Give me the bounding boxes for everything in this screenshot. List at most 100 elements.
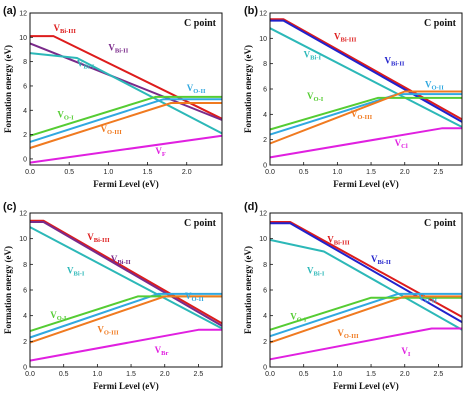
y-tick-label: 12 (259, 11, 267, 18)
series-label-VO-II: VO-II (418, 292, 437, 304)
series-label-VBi-III: VBi-III (334, 32, 357, 44)
series-line-VO-III (269, 90, 462, 145)
series-label-VBi-II: VBi-II (108, 43, 128, 55)
series-line-VF (29, 134, 223, 164)
y-tick-label: 8 (23, 59, 27, 66)
series-label-VBi-III: VBi-III (87, 232, 110, 244)
plot-frame (29, 12, 223, 166)
series-label-VBr: VBr (155, 345, 169, 357)
series-line-VBi-I (269, 27, 463, 128)
y-tick-label: 8 (263, 262, 267, 269)
series-line-VO-I (269, 296, 462, 331)
point-label: C point (184, 18, 217, 29)
y-axis-label: Formation energy (eV) (243, 246, 253, 334)
x-tick-label: 1.0 (104, 169, 114, 176)
x-tick-label: 2.5 (434, 169, 444, 176)
x-tick-label: 1.5 (366, 169, 376, 176)
series-label-VBi-III: VBi-III (54, 23, 77, 35)
chart-panel-1: (b) C point VBi-III VBi-II VBi-I VO-II VO-I VO-… (243, 5, 463, 189)
series-line-VO-I (269, 96, 462, 131)
x-tick-label: 2.0 (400, 169, 410, 176)
series-line-VI (269, 327, 462, 361)
x-tick-label: 2.0 (160, 371, 170, 378)
chart-panel-0: (a) C point VBi-III VBi-II VBi-I VO-II VO-I VO-… (3, 5, 223, 189)
y-tick-label: 10 (259, 236, 267, 243)
point-label: C point (184, 218, 217, 229)
y-tick-label: 6 (263, 87, 267, 94)
series-line-VBr (29, 328, 222, 362)
x-tick-label: 2.5 (434, 371, 444, 378)
series-label-VO-I: VO-I (57, 110, 74, 122)
series-label-VO-II: VO-II (185, 291, 204, 303)
series-label-VO-I: VO-I (307, 91, 324, 103)
series-label-VBi-II: VBi-II (111, 254, 131, 266)
x-tick-label: 2.5 (194, 371, 204, 378)
x-axis-label: Fermi Level (eV) (333, 179, 398, 189)
x-tick-label: 1.0 (93, 371, 103, 378)
series-label-VBi-II: VBi-II (371, 254, 391, 266)
x-axis-label: Fermi Level (eV) (93, 179, 158, 189)
x-tick-label: 0.5 (64, 169, 74, 176)
series-line-VBi-II (270, 19, 463, 123)
series-line-VO-II (269, 292, 462, 338)
series-line-VBi-III (30, 35, 223, 120)
y-tick-label: 4 (263, 313, 267, 320)
series-label-VBi-I: VBi-I (77, 59, 95, 71)
series-label-VO-III: VO-III (337, 328, 359, 340)
y-tick-label: 10 (19, 236, 27, 243)
x-axis-label: Fermi Level (eV) (333, 381, 398, 391)
x-tick-label: 0.5 (299, 371, 309, 378)
series-label-VBi-I: VBi-I (304, 49, 322, 61)
series-label-VO-III: VO-III (351, 109, 373, 121)
y-tick-label: 2 (263, 339, 267, 346)
x-tick-label: 0.0 (265, 169, 275, 176)
y-tick-label: 0 (23, 156, 27, 163)
series-label-VBi-II: VBi-II (385, 56, 405, 68)
y-axis-label: Formation energy (eV) (243, 45, 253, 133)
y-tick-label: 6 (263, 288, 267, 295)
series-label-VO-III: VO-III (101, 124, 123, 136)
x-axis-label: Fermi Level (eV) (93, 381, 158, 391)
x-tick-label: 2.0 (400, 371, 410, 378)
point-label: C point (424, 218, 457, 229)
x-tick-label: 1.0 (333, 169, 343, 176)
series-line-VO-III (269, 295, 462, 344)
y-tick-label: 2 (23, 339, 27, 346)
series-line-VBi-II (29, 42, 223, 121)
plot-frame (269, 212, 463, 368)
y-tick-label: 12 (259, 211, 267, 218)
point-label: C point (424, 18, 457, 29)
x-tick-label: 0.0 (265, 371, 275, 378)
y-axis-label: Formation energy (eV) (3, 45, 13, 133)
y-axis-label: Formation energy (eV) (3, 246, 13, 334)
y-tick-label: 12 (19, 11, 27, 18)
y-tick-label: 0 (23, 365, 27, 372)
y-tick-label: 8 (23, 262, 27, 269)
series-line-VO-II (29, 98, 222, 143)
chart-panel-3: (d) C point VBi-III VBi-II VBi-I VO-II VO-I VO-… (243, 201, 463, 391)
series-line-VBi-I (29, 52, 223, 135)
y-tick-label: 12 (19, 211, 27, 218)
y-tick-label: 0 (263, 163, 267, 170)
y-tick-label: 6 (23, 288, 27, 295)
y-tick-label: 4 (23, 313, 27, 320)
x-tick-label: 0.5 (59, 371, 69, 378)
panel-tag: (a) (3, 5, 17, 17)
x-tick-label: 1.5 (366, 371, 376, 378)
panel-tag: (b) (244, 5, 258, 17)
series-label-VBi-I: VBi-I (67, 265, 85, 277)
y-tick-label: 4 (263, 112, 267, 119)
y-tick-label: 0 (263, 365, 267, 372)
series-label-VO-I: VO-I (50, 310, 67, 322)
x-tick-label: 1.0 (333, 371, 343, 378)
series-label-VI: VI (401, 346, 411, 358)
series-line-VBi-II (270, 222, 463, 323)
series-label-VBi-I: VBi-I (307, 265, 325, 277)
series-label-VF: VF (155, 146, 166, 158)
series-label-VO-II: VO-II (187, 83, 206, 95)
panel-tag: (d) (244, 201, 258, 213)
series-line-VBi-III (270, 18, 463, 121)
y-tick-label: 10 (259, 36, 267, 43)
series-line-VO-II (29, 292, 222, 339)
